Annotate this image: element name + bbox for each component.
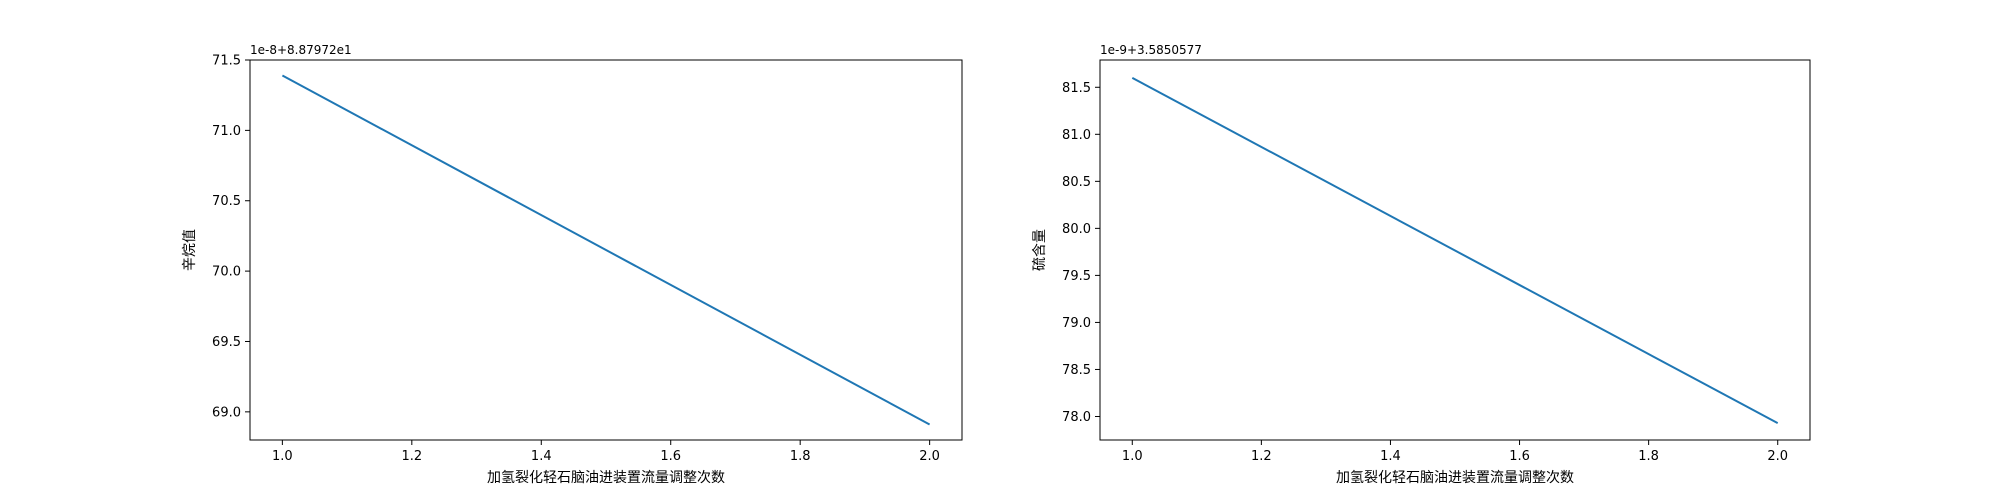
x-tick-label: 1.4 (1380, 449, 1401, 464)
y-tick-label: 71.5 (212, 54, 241, 69)
x-tick-label: 1.6 (660, 449, 681, 464)
y-tick-label: 71.0 (212, 124, 241, 139)
x-axis-label-octane: 加氢裂化轻石脑油进装置流量调整次数 (487, 470, 725, 486)
chart-panel-sulfur: 1.0 1.2 1.4 1.6 1.8 2.0 78.0 78.5 79.0 79.5 80.0 80… (1032, 43, 1811, 486)
y-tick-label: 69.0 (212, 405, 241, 420)
x-tick-label: 1.4 (531, 449, 552, 464)
x-tick-label: 1.2 (401, 449, 422, 464)
y-tick-label: 79.5 (1062, 269, 1091, 284)
y-tick-label: 81.5 (1062, 81, 1091, 96)
x-tick-label: 1.0 (1122, 449, 1143, 464)
chart-panel-octane: 1.0 1.2 1.4 1.6 1.8 2.0 69.0 69.5 70.0 70.5 71.0 71… (182, 43, 963, 486)
y-tick-label: 69.5 (212, 335, 241, 350)
x-tick-label: 1.6 (1509, 449, 1530, 464)
series-line-sulfur (1131, 77, 1779, 424)
y-tick-label: 80.5 (1062, 175, 1091, 190)
x-tick-label: 1.0 (272, 449, 293, 464)
axes-frame-sulfur (1099, 59, 1811, 441)
y-tick-label: 78.5 (1062, 363, 1091, 378)
x-axis-label-sulfur: 加氢裂化轻石脑油进装置流量调整次数 (1336, 470, 1574, 486)
x-tick-label: 1.8 (1638, 449, 1659, 464)
x-tick-label: 1.2 (1251, 449, 1272, 464)
offset-label-sulfur: 1e-9+3.5850577 (1100, 43, 1202, 57)
axes-frame-octane (249, 59, 963, 441)
y-tick-label: 81.0 (1062, 128, 1091, 143)
series-line-octane (281, 74, 931, 426)
y-axis-label-sulfur: 硫含量 (1032, 229, 1048, 271)
y-tick-label: 70.5 (212, 194, 241, 209)
offset-label-octane: 1e-8+8.87972e1 (250, 43, 352, 57)
y-axis-label-octane: 辛烷值 (182, 229, 198, 271)
y-tick-label: 80.0 (1062, 222, 1091, 237)
y-tick-label: 78.0 (1062, 410, 1091, 425)
x-tick-label: 1.8 (790, 449, 811, 464)
y-tick-label: 70.0 (212, 265, 241, 280)
x-tick-label: 2.0 (1767, 449, 1788, 464)
y-tick-label: 79.0 (1062, 316, 1091, 331)
x-tick-label: 2.0 (919, 449, 940, 464)
